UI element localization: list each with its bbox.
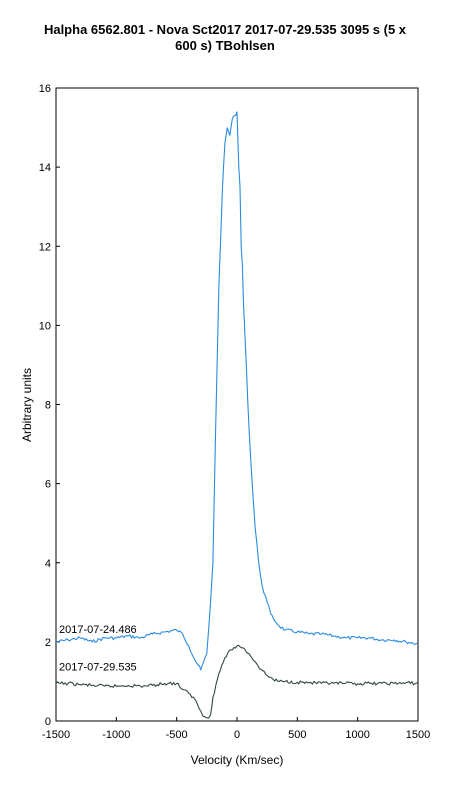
- y-tick-label: 10: [39, 320, 51, 332]
- chart-title-line-1: Halpha 6562.801 - Nova Sct2017 2017-07-2…: [43, 22, 407, 37]
- chart-title: Halpha 6562.801 - Nova Sct2017 2017-07-2…: [0, 22, 450, 54]
- x-tick-label: -1000: [102, 729, 130, 741]
- y-tick-label: 2: [45, 637, 51, 649]
- series-annotation-1: 2017-07-24.486: [59, 624, 137, 636]
- y-tick-label: 16: [39, 83, 51, 95]
- y-tick-label: 8: [45, 400, 51, 412]
- series-layer: [55, 111, 419, 719]
- x-tick-label: -500: [166, 729, 188, 741]
- y-tick-label: 0: [45, 716, 51, 728]
- y-axis: 0 2 4 6 8 10 12 14 16: [39, 83, 60, 728]
- series-annotation-2: 2017-07-29.535: [59, 662, 137, 674]
- y-tick-label: 6: [45, 479, 51, 491]
- y-tick-label: 4: [45, 558, 51, 570]
- series-line-1: [55, 111, 419, 672]
- x-tick-label: 500: [288, 729, 306, 741]
- series-line-2: [55, 644, 419, 719]
- chart-title-line-2: 600 s) TBohlsen: [175, 38, 275, 53]
- x-tick-label: 1500: [406, 729, 430, 741]
- annotation-layer: 2017-07-24.486 2017-07-29.535: [59, 624, 137, 674]
- y-tick-label: 12: [39, 241, 51, 253]
- x-tick-label: -1500: [42, 729, 70, 741]
- x-axis-label: Velocity (Km/sec): [191, 753, 284, 767]
- x-axis: -1500 -1000 -500 0 500 1000 1500: [42, 717, 430, 741]
- x-tick-label: 0: [234, 729, 240, 741]
- y-axis-label: Arbitrary units: [20, 368, 34, 442]
- x-tick-label: 1000: [345, 729, 369, 741]
- y-tick-label: 14: [39, 162, 51, 174]
